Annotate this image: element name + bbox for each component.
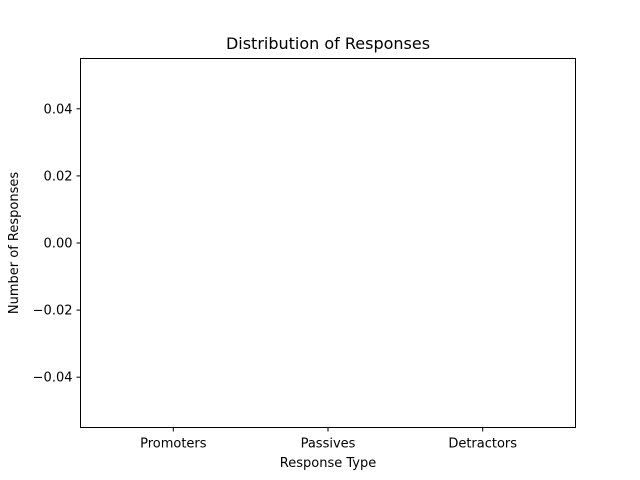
x-tick-label: Detractors (448, 437, 517, 452)
y-tick-label: 0.04 (44, 102, 73, 117)
x-tick-label: Promoters (140, 437, 207, 452)
y-axis-label: Number of Responses (7, 172, 22, 314)
plot-area (80, 58, 576, 428)
y-tick-label: 0.00 (44, 237, 73, 252)
x-axis-label: Response Type (280, 456, 376, 471)
y-tick-label: −0.04 (33, 371, 73, 386)
x-tick-label: Passives (301, 437, 356, 452)
y-tick-label: 0.02 (44, 169, 73, 184)
y-tick-label: −0.02 (33, 304, 73, 319)
y-axis: 0.04 0.02 0.00 −0.02 −0.04 (33, 102, 81, 386)
x-axis: Promoters Passives Detractors (140, 427, 517, 452)
chart-title: Distribution of Responses (226, 34, 430, 53)
